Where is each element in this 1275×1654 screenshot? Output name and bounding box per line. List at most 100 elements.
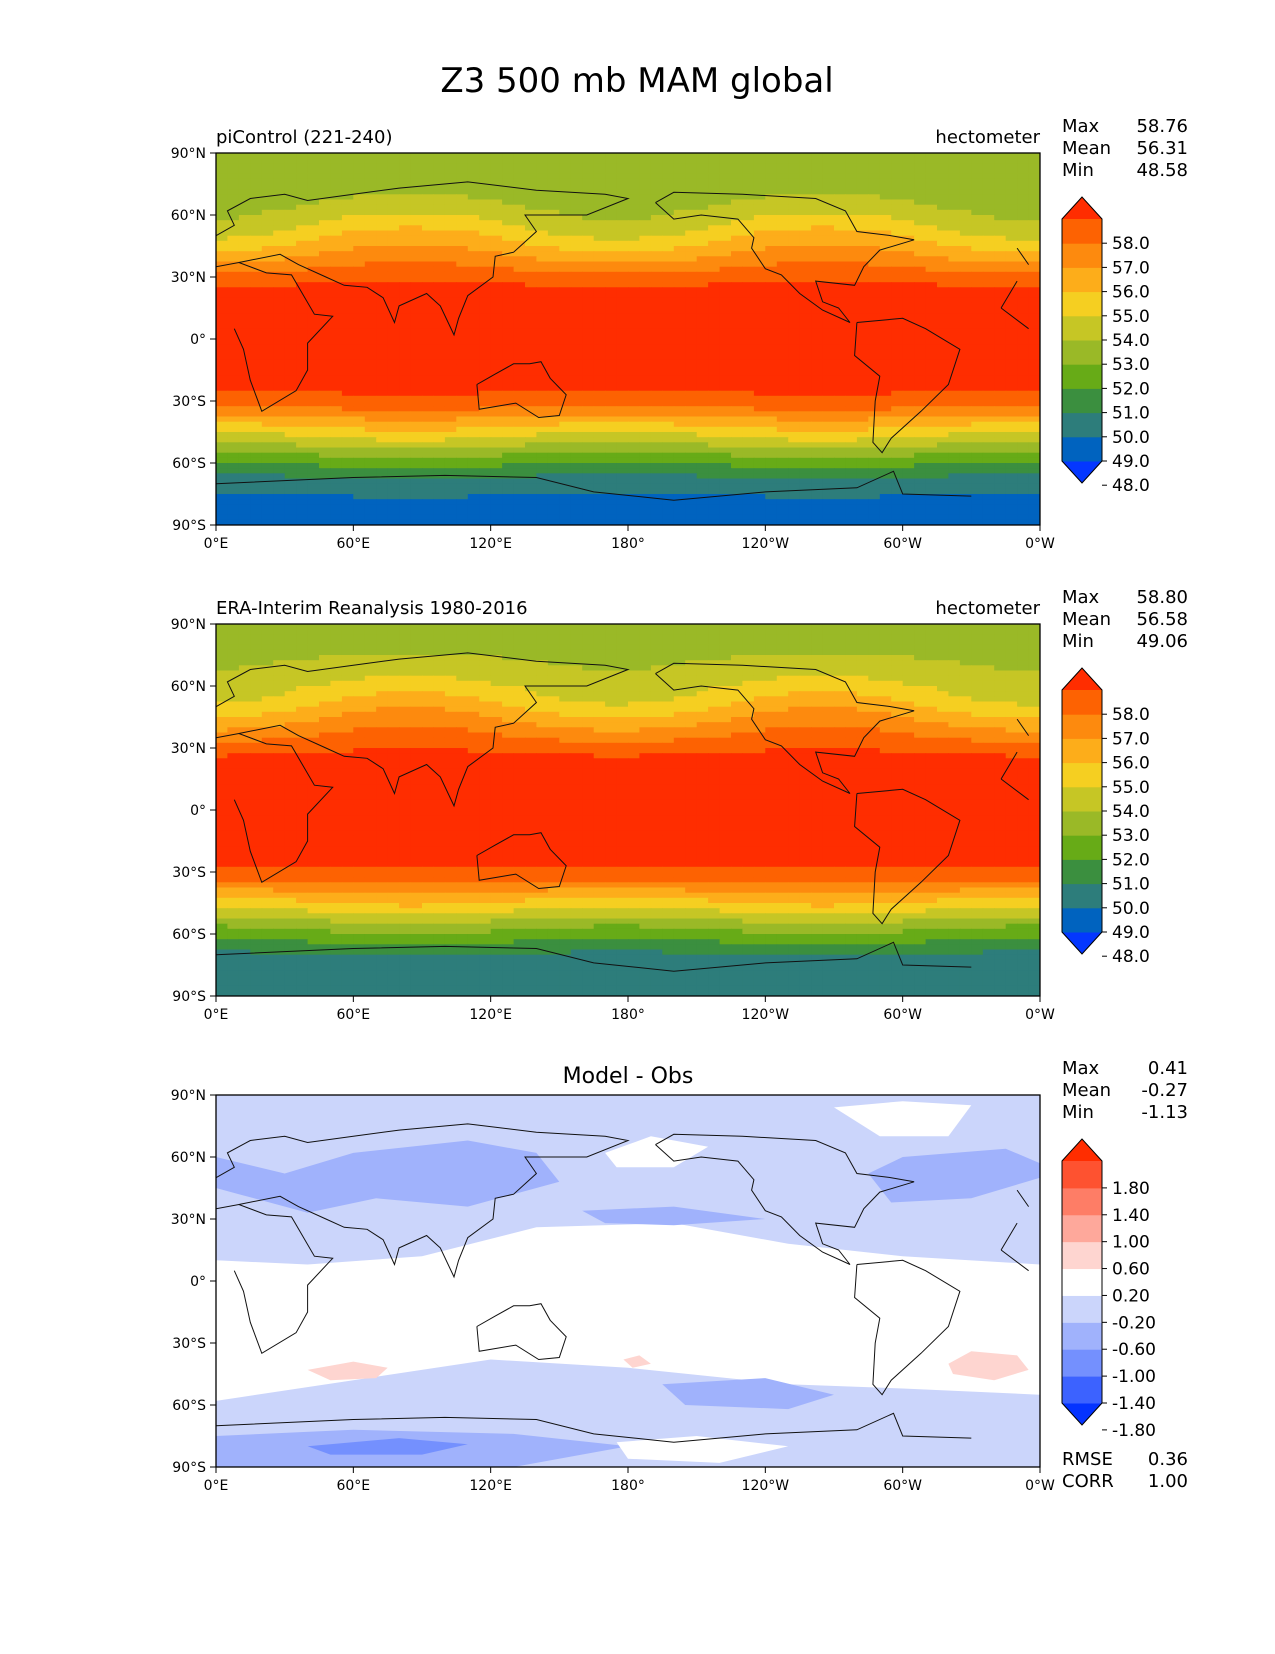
- field-cell: [914, 215, 927, 221]
- field-cell: [216, 421, 228, 428]
- field-cell: [410, 204, 423, 211]
- field-cell: [227, 153, 240, 159]
- field-cell: [650, 421, 663, 428]
- field-cell: [525, 209, 537, 216]
- field-cell: [685, 442, 698, 449]
- field-cell: [479, 287, 492, 294]
- field-cell: [822, 246, 835, 252]
- field-cell: [845, 235, 858, 242]
- field-cell: [650, 478, 663, 485]
- field-cell: [238, 380, 251, 387]
- field-cell: [753, 297, 766, 304]
- field-cell: [708, 416, 721, 423]
- field-cell: [341, 333, 354, 340]
- field-cell: [307, 199, 320, 206]
- field-cell: [433, 292, 446, 299]
- field-cell: [410, 261, 423, 268]
- field-cell: [822, 504, 835, 511]
- field-cell: [513, 426, 526, 433]
- field-cell: [639, 421, 652, 428]
- field-cell: [776, 168, 789, 175]
- field-cell: [319, 308, 331, 314]
- field-cell: [547, 251, 560, 257]
- field-cell: [410, 168, 423, 175]
- field-cell: [673, 297, 686, 304]
- field-cell: [1005, 468, 1018, 474]
- field-cell: [879, 292, 892, 299]
- field-cell: [536, 153, 549, 159]
- field-cell: [273, 158, 286, 164]
- field-cell: [856, 406, 869, 412]
- field-cell: [261, 266, 274, 273]
- field-cell: [547, 308, 560, 314]
- field-cell: [444, 370, 457, 376]
- field-cell: [547, 437, 560, 443]
- field-cell: [628, 308, 640, 314]
- field-cell: [238, 421, 251, 428]
- field-cell: [467, 452, 480, 459]
- field-cell: [742, 473, 755, 480]
- field-cell: [467, 411, 480, 418]
- field-cell: [284, 370, 297, 376]
- field-cell: [341, 256, 354, 263]
- field-cell: [982, 302, 995, 309]
- field-cell: [284, 302, 297, 309]
- field-cell: [479, 261, 492, 268]
- field-cell: [456, 266, 469, 273]
- field-cell: [330, 364, 343, 371]
- field-cell: [513, 287, 526, 294]
- field-cell: [925, 173, 938, 180]
- field-cell: [319, 333, 331, 340]
- field-cell: [925, 457, 938, 464]
- field-cell: [238, 277, 251, 283]
- field-cell: [330, 421, 343, 428]
- field-cell: [1017, 504, 1030, 511]
- field-cell: [593, 401, 606, 407]
- field-cell: [307, 209, 320, 216]
- field-cell: [650, 318, 663, 325]
- field-cell: [639, 153, 652, 159]
- field-cell: [422, 225, 434, 232]
- field-cell: [467, 225, 480, 232]
- field-cell: [273, 199, 286, 206]
- field-cell: [582, 468, 595, 474]
- field-cell: [582, 308, 595, 314]
- field-cell: [376, 323, 389, 330]
- field-cell: [788, 478, 801, 485]
- field-cell: [353, 421, 366, 428]
- field-cell: [650, 452, 663, 459]
- field-cell: [364, 153, 377, 159]
- field-cell: [502, 416, 515, 423]
- field-cell: [742, 292, 755, 299]
- field-cell: [948, 235, 961, 242]
- field-cell: [776, 199, 789, 206]
- field-cell: [227, 235, 240, 242]
- field-cell: [330, 240, 343, 247]
- field-cell: [662, 463, 675, 469]
- field-cell: [719, 421, 732, 428]
- field-cell: [914, 478, 927, 485]
- field-cell: [525, 473, 537, 480]
- field-cell: [525, 199, 537, 206]
- field-cell: [868, 328, 881, 335]
- field-cell: [845, 349, 858, 356]
- field-cell: [387, 359, 400, 366]
- field-cell: [1017, 478, 1030, 485]
- field-cell: [593, 287, 606, 294]
- field-cell: [994, 194, 1007, 201]
- field-cell: [639, 225, 652, 232]
- field-cell: [284, 349, 297, 356]
- field-cell: [616, 215, 629, 221]
- field-cell: [467, 494, 480, 500]
- field-cell: [765, 421, 778, 428]
- field-cell: [708, 173, 721, 180]
- field-cell: [959, 354, 972, 361]
- field-cell: [284, 209, 297, 216]
- field-cell: [891, 339, 904, 345]
- field-cell: [479, 406, 492, 412]
- field-cell: [685, 318, 698, 325]
- field-cell: [616, 240, 629, 247]
- field-cell: [1028, 437, 1040, 443]
- field-cell: [525, 401, 537, 407]
- field-cell: [731, 421, 743, 428]
